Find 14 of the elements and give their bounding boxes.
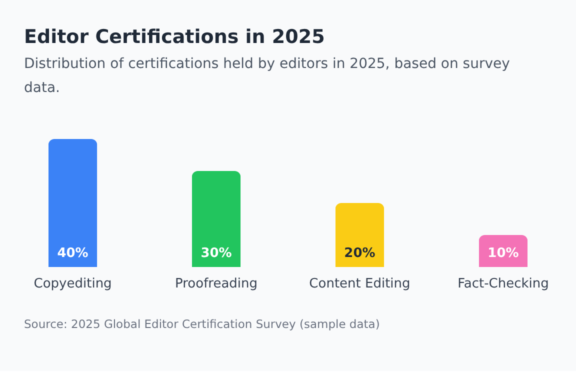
x-tick-label: Fact-Checking (458, 276, 549, 292)
data-label: 40% (57, 246, 88, 261)
chart-title: Editor Certifications in 2025 (24, 26, 325, 48)
data-label: 10% (488, 246, 519, 261)
x-tick-label: Content Editing (309, 276, 410, 292)
bar (48, 139, 98, 267)
bar (335, 203, 384, 267)
x-tick-label: Proofreading (174, 276, 258, 292)
x-tick-label: Copyediting (34, 276, 112, 292)
source-note: Source: 2025 Global Editor Certification Survey (sample data) (24, 317, 380, 331)
data-label: 20% (344, 246, 376, 261)
data-label: 30% (200, 246, 232, 261)
chart-subtitle: Distribution of certifications held by editors in 2025, based on survey data. (24, 56, 510, 96)
bar (192, 171, 241, 267)
